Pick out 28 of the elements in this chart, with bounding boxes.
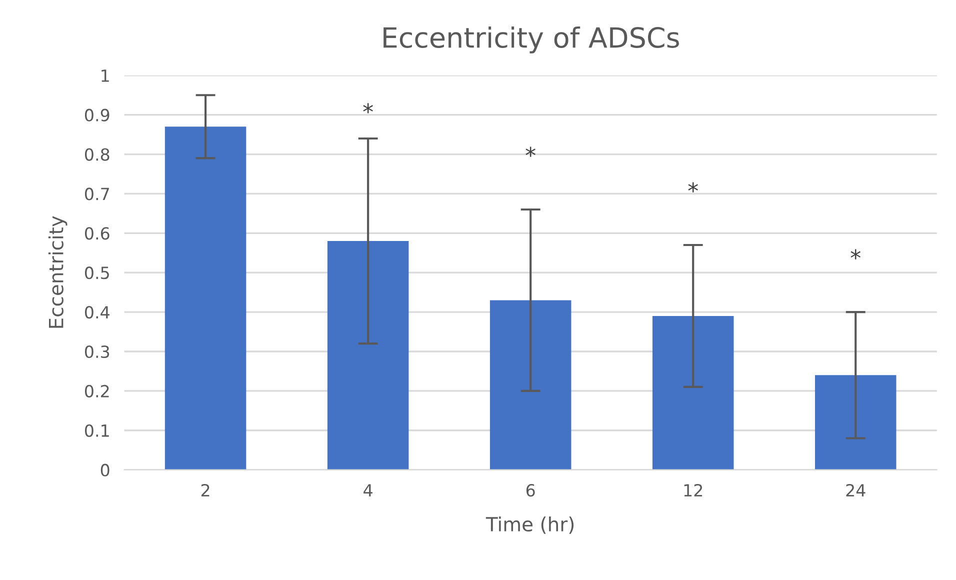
annotation: * [363, 103, 373, 114]
y-tick-label: 0.6 [84, 227, 110, 240]
y-tick-label: 0.9 [84, 108, 110, 122]
x-tick-label: 24 [846, 484, 866, 496]
y-tick-label: 0.5 [84, 266, 109, 280]
y-tick-label: 1 [102, 70, 109, 82]
annotation: * [526, 146, 536, 157]
y-tick-label: 0.4 [84, 306, 110, 319]
y-tick-label: 0 [100, 464, 110, 476]
y-tick-label: 0.2 [84, 384, 109, 398]
bar [652, 316, 734, 470]
annotation: * [850, 249, 861, 260]
y-tick-label: 0.7 [84, 188, 109, 200]
x-tick-label: 4 [364, 484, 372, 496]
bar [490, 300, 572, 470]
x-tick-label: 6 [526, 484, 535, 497]
x-axis-title: Time (hr) [486, 516, 574, 534]
annotation: * [688, 182, 698, 192]
y-tick-label: 0.8 [84, 148, 110, 161]
x-tick-label: 12 [684, 484, 702, 496]
y-axis-title: Eccentricity [48, 216, 68, 328]
y-tick-label: 0.3 [84, 345, 110, 358]
bar [814, 375, 896, 470]
x-tick-label: 2 [201, 484, 210, 496]
y-tick-label: 0.1 [84, 424, 109, 437]
bar [164, 126, 246, 470]
chart-title: Eccentricity of ADSCs [384, 26, 679, 54]
bar [327, 241, 409, 470]
